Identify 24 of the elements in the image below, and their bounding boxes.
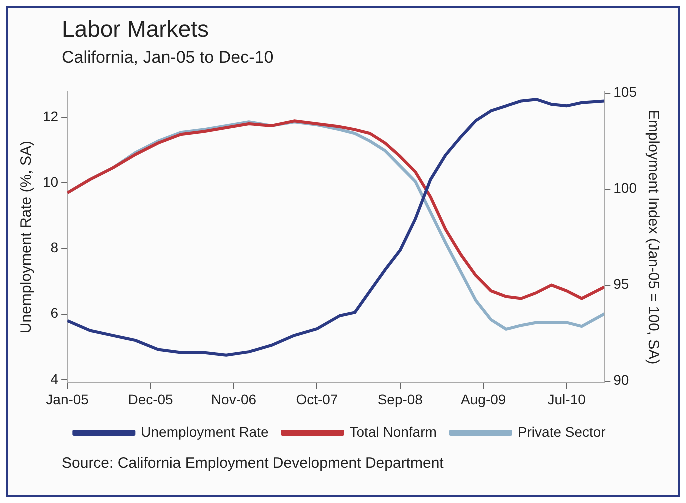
y2-tick-label: 100 [614,180,638,196]
x-tick-label: Oct-07 [296,391,338,408]
legend-label: Private Sector [518,424,606,440]
x-tick-label: Sep-08 [378,391,424,408]
chart-title: Labor Markets [62,16,210,43]
y-tick-label: 4 [50,370,59,387]
source-note: Source: California Employment Development Department [62,455,444,472]
y2-tick-label: 90 [614,372,630,388]
x-tick-label: Jul-10 [548,391,586,408]
legend-label: Unemployment Rate [141,424,269,440]
y-tick-label: 8 [50,240,59,256]
y-axis-title: Unemployment Rate (%, SA) [18,141,36,334]
y-tick-label: 10 [42,174,59,190]
x-tick-label: Aug-09 [461,391,506,408]
y-tick-label: 6 [50,305,59,322]
x-tick-label: Nov-06 [211,391,257,408]
y2-axis-title: Employment Index (Jan-05 = 100, SA) [644,110,662,365]
x-tick-label: Dec-05 [128,391,174,408]
y2-tick-label: 95 [614,276,630,292]
chart-subtitle: California, Jan-05 to Dec-10 [62,48,274,68]
x-tick-label: Jan-05 [46,391,90,408]
y2-tick-label: 105 [614,84,638,100]
legend-label: Total Nonfarm [350,424,437,440]
y-tick-label: 12 [42,108,59,124]
